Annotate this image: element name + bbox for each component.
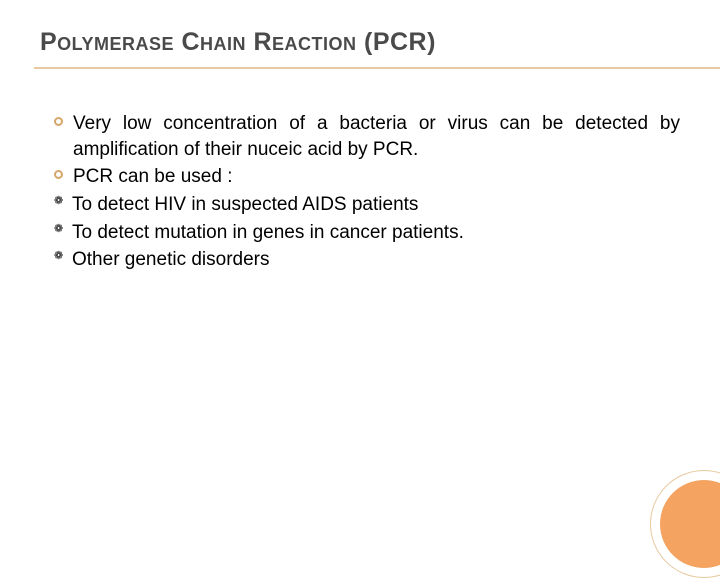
- list-item: ❁ To detect mutation in genes in cancer p…: [54, 220, 680, 246]
- gear-bullet-icon: ❁: [54, 224, 64, 234]
- gear-bullet-icon: ❁: [54, 251, 64, 261]
- title-abbrev: (PCR): [364, 28, 436, 56]
- slide: Polymerase Chain Reaction (PCR) Very low…: [0, 0, 720, 540]
- list-item-text: Very low concentration of a bacteria or …: [73, 111, 680, 162]
- list-item-text: To detect mutation in genes in cancer pa…: [72, 220, 680, 246]
- gear-bullet-icon: ❁: [54, 196, 64, 206]
- list-item-text: PCR can be used :: [73, 164, 680, 190]
- title-main: Polymerase Chain Reaction: [40, 28, 357, 56]
- circle-bullet-icon: [54, 170, 63, 179]
- list-item: ❁ To detect HIV in suspected AIDS patient…: [54, 192, 680, 218]
- list-item-text: Other genetic disorders: [72, 247, 680, 273]
- list-item: Very low concentration of a bacteria or …: [54, 111, 680, 162]
- list-item: ❁ Other genetic disorders: [54, 247, 680, 273]
- content-list: Very low concentration of a bacteria or …: [40, 111, 680, 273]
- title-divider: [34, 67, 720, 69]
- circle-bullet-icon: [54, 117, 63, 126]
- slide-title: Polymerase Chain Reaction (PCR): [40, 28, 680, 57]
- list-item-text: To detect HIV in suspected AIDS patients: [72, 192, 680, 218]
- list-item: PCR can be used :: [54, 164, 680, 190]
